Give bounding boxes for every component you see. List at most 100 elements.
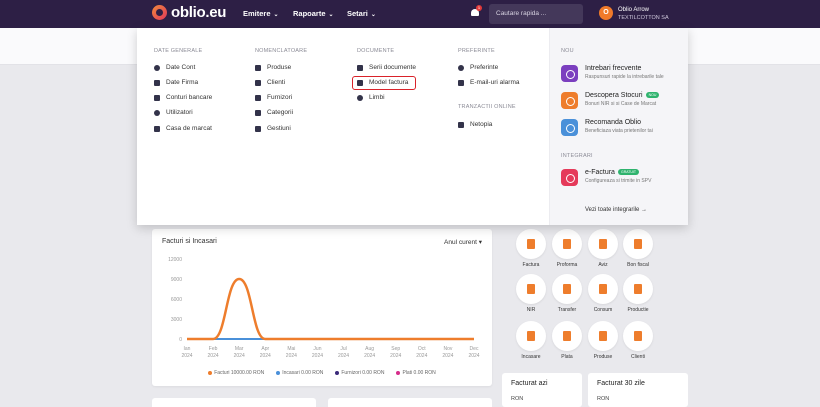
shortcut-plata[interactable]: Plata <box>547 321 587 360</box>
shortcut-produse[interactable]: Produse <box>583 321 623 360</box>
feature-subtitle: Raspunsuri rapide la intrebarile tale <box>585 74 664 80</box>
menu-item-clienti[interactable]: Clienti <box>255 79 285 86</box>
summary-value: RON <box>511 396 524 402</box>
nav-rapoarte[interactable]: Rapoarte ⌄ <box>293 9 334 18</box>
menu-item-serii-documente[interactable]: Serii documente <box>357 64 416 71</box>
invoice-template-icon <box>357 79 363 86</box>
building-icon <box>154 79 160 86</box>
section-title-general: DATE GENERALE <box>154 48 203 54</box>
legend-item[interactable]: Facturi 10000.00 RON <box>208 370 264 376</box>
shortcut-nir[interactable]: NIR <box>511 274 551 313</box>
section-title-preferinte: PREFERINTE <box>458 48 495 54</box>
legend-dot <box>335 370 340 375</box>
envelope-icon <box>458 79 464 86</box>
model-factura-highlight <box>352 76 416 90</box>
x-tick-label: 2024 <box>312 353 323 359</box>
menu-item-date-firma[interactable]: Date Firma <box>154 79 198 86</box>
shortcut-document-icon <box>552 229 582 259</box>
share-icon <box>561 119 578 136</box>
legend-item[interactable]: Furnizori 0.00 RON <box>335 370 384 376</box>
shortcut-label: Transfer <box>557 307 577 313</box>
menu-item-preferinte[interactable]: Preferinte <box>458 64 498 71</box>
shortcut-document-icon <box>516 321 546 351</box>
shortcut-aviz[interactable]: Aviz <box>583 229 623 268</box>
menu-item-utilizatori[interactable]: Utilizatori <box>154 109 193 116</box>
menu-item-produse[interactable]: Produse <box>255 64 291 71</box>
section-title-documente: DOCUMENTE <box>357 48 395 54</box>
shortcut-proforma[interactable]: Proforma <box>547 229 587 268</box>
bank-icon <box>154 94 160 101</box>
shortcut-label: Proforma <box>556 262 578 268</box>
x-tick-label: Sep <box>391 346 400 352</box>
shortcut-document-icon <box>623 229 653 259</box>
shortcut-transfer[interactable]: Transfer <box>547 274 587 313</box>
menu-item-netopia[interactable]: Netopia <box>458 121 492 128</box>
menu-item-casa-de-marcat[interactable]: Casa de marcat <box>154 125 212 132</box>
shortcut-label: Bon fiscal <box>627 262 649 268</box>
nav-emitere[interactable]: Emitere ⌄ <box>243 9 279 18</box>
brand-logo[interactable]: oblio.eu <box>152 4 226 21</box>
x-tick-label: 2024 <box>468 353 479 359</box>
menu-item-conturi-bancare[interactable]: Conturi bancare <box>154 94 212 101</box>
shortcut-label: Productie <box>627 307 649 313</box>
credit-card-icon <box>458 121 464 128</box>
x-tick-label: Mai <box>287 346 295 352</box>
feature-title: Recomanda Oblio <box>585 119 642 126</box>
x-tick-label: Mar <box>235 346 244 352</box>
feature-efactura[interactable]: e-Factura GRATUIT Configureaza si trimite … <box>561 169 651 186</box>
box-icon <box>255 64 261 71</box>
x-tick-label: Aug <box>365 346 374 352</box>
nav-setari[interactable]: Setari ⌄ <box>347 9 376 18</box>
x-tick-label: Dec <box>470 346 479 352</box>
shortcut-productie[interactable]: Productie <box>618 274 658 313</box>
shortcut-factura[interactable]: Factura <box>511 229 551 268</box>
x-tick-label: Jul <box>340 346 346 352</box>
top-navbar: oblio.eu Emitere ⌄ Rapoarte ⌄ Setari ⌄ 1 Ca… <box>0 0 820 28</box>
quick-search-input[interactable]: Cautare rapida ... <box>489 4 583 24</box>
truck-icon <box>255 94 261 101</box>
menu-item-limbi[interactable]: Limbi <box>357 94 385 101</box>
all-integrations-link[interactable]: Vezi toate integrarile → <box>585 207 648 213</box>
x-tick-label: Oct <box>418 346 426 352</box>
feature-faq[interactable]: Intrebari frecvente Raspunsuri rapide la … <box>561 65 664 82</box>
chart-title: Facturi si Incasari <box>162 238 217 245</box>
summary-card-30-days: Facturat 30 zile RON <box>588 373 688 407</box>
shortcut-document-icon <box>516 274 546 304</box>
shortcut-document-icon <box>516 229 546 259</box>
feature-recomanda[interactable]: Recomanda Oblio Beneficiaza viata prieten… <box>561 119 653 136</box>
list-icon <box>255 109 261 116</box>
menu-item-gestiuni[interactable]: Gestiuni <box>255 125 291 132</box>
caret-down-icon: ▾ <box>478 239 482 246</box>
menu-item-date-cont[interactable]: Date Cont <box>154 64 195 71</box>
clipboard-icon <box>561 169 578 186</box>
shortcut-consum[interactable]: Consum <box>583 274 623 313</box>
gear-icon <box>458 64 464 71</box>
shortcut-label: Incasare <box>521 354 541 360</box>
menu-item-categorii[interactable]: Categorii <box>255 109 293 116</box>
settings-mega-menu: DATE GENERALE Date Cont Date Firma Contu… <box>137 28 688 225</box>
user-icon <box>154 64 160 71</box>
summary-title: Facturat 30 zile <box>597 380 645 387</box>
legend-item[interactable]: Plati 0.00 RON <box>396 370 436 376</box>
menu-item-furnizori[interactable]: Furnizori <box>255 94 292 101</box>
x-tick-label: Ian <box>184 346 191 352</box>
legend-item[interactable]: Incasari 0.00 RON <box>276 370 323 376</box>
menu-item-email-alarma[interactable]: E-mail-uri alarma <box>458 79 519 86</box>
y-tick-label: 0 <box>179 337 182 343</box>
menu-item-model-factura[interactable]: Model factura <box>357 79 408 86</box>
notifications-bell-icon[interactable]: 1 <box>470 5 482 18</box>
user-name[interactable]: Oblio Arrow <box>618 7 650 13</box>
shortcut-bon-fiscal[interactable]: Bon fiscal <box>618 229 658 268</box>
period-select[interactable]: Anul curent ▾ <box>444 239 482 246</box>
bottom-card-right <box>328 398 492 407</box>
shortcut-label: Plata <box>561 354 573 360</box>
shortcut-label: Consum <box>593 307 613 313</box>
feature-stocuri[interactable]: Descopera Stocuri NOU Bonuri NIR si si Cas… <box>561 92 660 109</box>
user-avatar[interactable]: O <box>599 6 613 20</box>
new-badge: NOU <box>645 92 660 99</box>
shortcut-incasare[interactable]: Incasare <box>511 321 551 360</box>
x-tick-label: Jun <box>313 346 321 352</box>
layers-icon <box>561 92 578 109</box>
shortcut-clienti[interactable]: Clienti <box>618 321 658 360</box>
shortcut-document-icon <box>623 321 653 351</box>
